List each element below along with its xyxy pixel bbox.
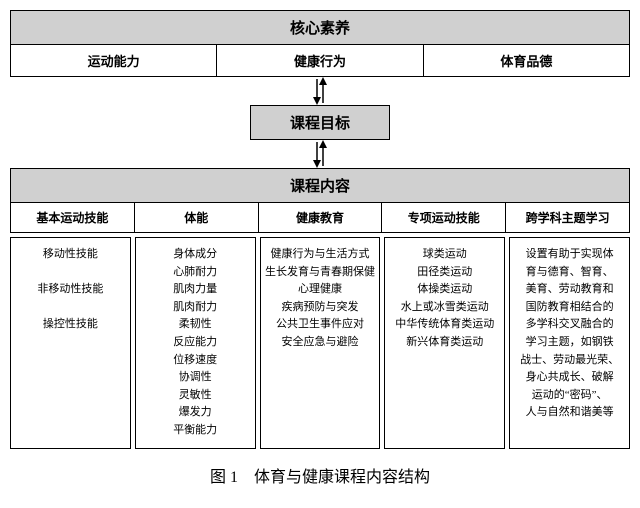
col-header-3: 专项运动技能 (382, 203, 506, 233)
content-col-0: 移动性技能 非移动性技能 操控性技能 (10, 237, 131, 449)
content-line: 多学科交叉融合的 (514, 316, 625, 334)
content-line: 协调性 (140, 369, 251, 387)
content-line: 安全应急与避险 (265, 334, 376, 352)
content-line: 体操类运动 (389, 281, 500, 299)
core-competency-row: 运动能力 健康行为 体育品德 (10, 45, 630, 77)
content-line: 生长发育与青春期保健 (265, 264, 376, 282)
col-header-2: 健康教育 (259, 203, 383, 233)
content-col-1: 身体成分心肺耐力肌肉力量肌肉耐力柔韧性反应能力位移速度协调性灵敏性爆发力平衡能力 (135, 237, 256, 449)
content-line: 中华传统体育类运动 (389, 316, 500, 334)
core-item-3: 体育品德 (424, 45, 630, 77)
content-line: 灵敏性 (140, 387, 251, 405)
content-line: 肌肉耐力 (140, 299, 251, 317)
core-item-2: 健康行为 (217, 45, 423, 77)
content-line: 人与自然和谐美等 (514, 404, 625, 422)
core-competency-header: 核心素养 (10, 10, 630, 45)
content-line: 爆发力 (140, 404, 251, 422)
content-line: 身体成分 (140, 246, 251, 264)
col-header-4: 跨学科主题学习 (506, 203, 630, 233)
content-line: 疾病预防与突发 (265, 299, 376, 317)
content-line: 非移动性技能 (15, 281, 126, 299)
course-subheaders: 基本运动技能 体能 健康教育 专项运动技能 跨学科主题学习 (10, 203, 630, 233)
course-goal-box: 课程目标 (250, 105, 390, 140)
content-line: 柔韧性 (140, 316, 251, 334)
content-line: 运动的“密码”、 (514, 387, 625, 405)
content-col-2: 健康行为与生活方式生长发育与青春期保健心理健康疾病预防与突发公共卫生事件应对安全… (260, 237, 381, 449)
figure-caption: 图 1 体育与健康课程内容结构 (10, 463, 630, 487)
content-line: 战士、劳动最光荣、 (514, 352, 625, 370)
course-content-header: 课程内容 (10, 168, 630, 203)
content-line: 健康行为与生活方式 (265, 246, 376, 264)
content-line (15, 299, 126, 317)
content-line: 反应能力 (140, 334, 251, 352)
content-columns: 移动性技能 非移动性技能 操控性技能 身体成分心肺耐力肌肉力量肌肉耐力柔韧性反应… (10, 237, 630, 449)
content-line: 操控性技能 (15, 316, 126, 334)
content-line: 设置有助于实现体 (514, 246, 625, 264)
content-line: 育与德育、智育、 (514, 264, 625, 282)
content-col-3: 球类运动田径类运动体操类运动水上或冰雪类运动中华传统体育类运动新兴体育类运动 (384, 237, 505, 449)
core-item-1: 运动能力 (10, 45, 217, 77)
col-header-1: 体能 (135, 203, 259, 233)
content-line: 田径类运动 (389, 264, 500, 282)
content-line: 水上或冰雪类运动 (389, 299, 500, 317)
content-line (15, 264, 126, 282)
col-header-0: 基本运动技能 (10, 203, 135, 233)
content-line: 美育、劳动教育和 (514, 281, 625, 299)
content-line: 学习主题，如钢铁 (514, 334, 625, 352)
content-line: 球类运动 (389, 246, 500, 264)
arrow-top (10, 77, 630, 105)
content-line: 公共卫生事件应对 (265, 316, 376, 334)
content-line: 心理健康 (265, 281, 376, 299)
content-line: 国防教育相结合的 (514, 299, 625, 317)
content-line: 新兴体育类运动 (389, 334, 500, 352)
content-col-4: 设置有助于实现体育与德育、智育、美育、劳动教育和国防教育相结合的多学科交叉融合的… (509, 237, 630, 449)
content-line: 心肺耐力 (140, 264, 251, 282)
content-line: 位移速度 (140, 352, 251, 370)
arrow-bottom (10, 140, 630, 168)
content-line: 平衡能力 (140, 422, 251, 440)
content-line: 移动性技能 (15, 246, 126, 264)
content-line: 身心共成长、破解 (514, 369, 625, 387)
content-line: 肌肉力量 (140, 281, 251, 299)
